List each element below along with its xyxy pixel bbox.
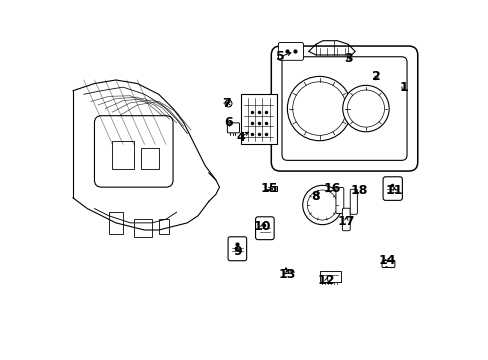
Text: 16: 16 (323, 183, 340, 195)
Bar (282, 269, 288, 273)
Text: 18: 18 (349, 184, 367, 197)
Circle shape (307, 190, 337, 220)
Text: 7: 7 (222, 97, 230, 110)
FancyBboxPatch shape (342, 208, 349, 231)
FancyBboxPatch shape (381, 260, 394, 267)
FancyBboxPatch shape (227, 237, 246, 261)
Bar (269, 186, 277, 192)
Bar (141, 148, 159, 169)
Circle shape (346, 90, 384, 127)
FancyBboxPatch shape (271, 46, 417, 171)
Text: 10: 10 (253, 220, 270, 233)
Bar (108, 212, 123, 234)
FancyBboxPatch shape (255, 217, 274, 240)
Bar (112, 141, 134, 169)
Bar (134, 219, 151, 237)
FancyBboxPatch shape (282, 57, 406, 160)
Circle shape (287, 76, 351, 141)
Bar (241, 94, 276, 144)
Text: 15: 15 (260, 183, 278, 195)
Text: 14: 14 (378, 254, 395, 267)
Circle shape (302, 185, 341, 225)
FancyBboxPatch shape (227, 123, 239, 133)
FancyBboxPatch shape (349, 189, 357, 214)
Circle shape (342, 85, 388, 132)
Bar (159, 219, 169, 234)
Text: 9: 9 (233, 245, 241, 258)
Text: 3: 3 (343, 52, 352, 65)
Text: 12: 12 (317, 274, 335, 287)
Text: 13: 13 (278, 268, 295, 281)
Text: 1: 1 (398, 81, 407, 94)
Text: 2: 2 (371, 70, 380, 83)
Text: 8: 8 (311, 190, 320, 203)
Text: 17: 17 (337, 215, 354, 228)
FancyBboxPatch shape (94, 116, 173, 187)
FancyBboxPatch shape (382, 177, 402, 201)
FancyBboxPatch shape (335, 188, 343, 213)
Text: 6: 6 (224, 116, 232, 129)
Text: 5: 5 (275, 50, 284, 63)
Text: 11: 11 (385, 184, 403, 197)
FancyArrow shape (283, 268, 287, 271)
Circle shape (292, 82, 346, 135)
Bar (319, 271, 340, 282)
FancyBboxPatch shape (278, 42, 303, 60)
Text: 4: 4 (236, 131, 245, 144)
